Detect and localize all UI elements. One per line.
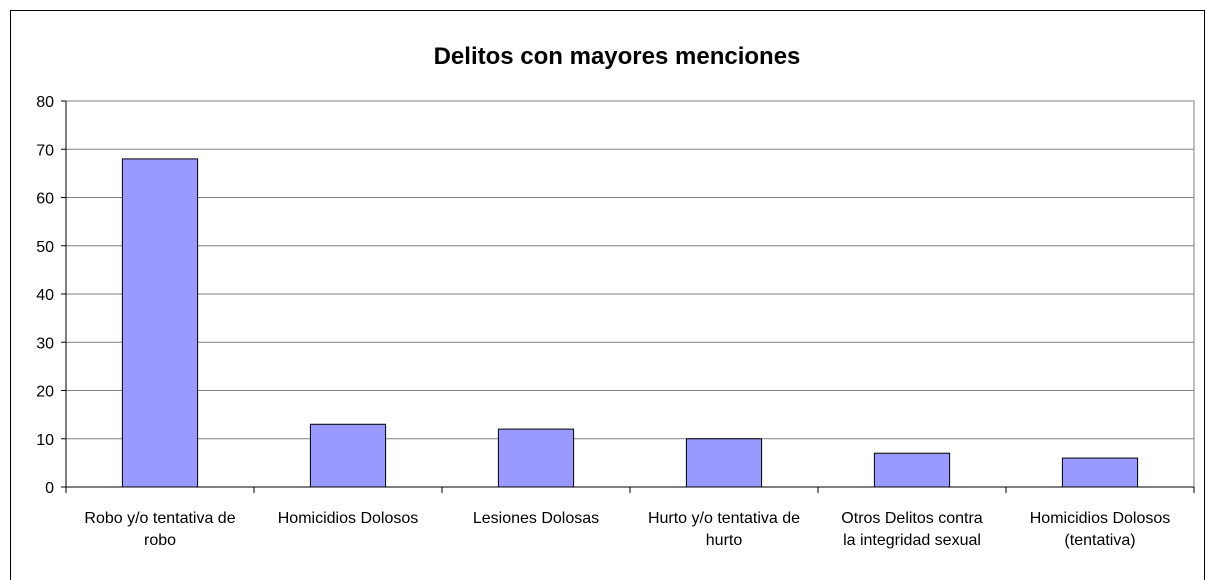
x-tick-label: (tentativa) xyxy=(1064,532,1135,549)
y-tick-label: 40 xyxy=(36,287,54,304)
y-tick-label: 0 xyxy=(45,480,54,497)
y-tick-label: 70 xyxy=(36,142,54,159)
y-tick-label: 30 xyxy=(36,335,54,352)
y-tick-label: 60 xyxy=(36,191,54,208)
x-tick-label: robo xyxy=(144,532,176,549)
x-tick-label: Hurto y/o tentativa de xyxy=(648,510,800,527)
y-tick-label: 80 xyxy=(36,94,54,111)
bar xyxy=(1061,457,1139,488)
x-tick-label: Robo y/o tentativa de xyxy=(84,510,235,527)
bar xyxy=(497,428,575,488)
x-tick-label: Homicidios Dolosos xyxy=(278,510,419,527)
y-tick-label: 50 xyxy=(36,239,54,256)
bar xyxy=(873,452,951,488)
x-tick-label: Otros Delitos contra xyxy=(841,510,982,527)
y-tick-label: 20 xyxy=(36,384,54,401)
chart-frame xyxy=(10,10,1205,580)
x-tick-label: Lesiones Dolosas xyxy=(473,510,599,527)
x-tick-label: hurto xyxy=(706,532,743,549)
y-tick-label: 10 xyxy=(36,432,54,449)
chart-title: Delitos con mayores menciones xyxy=(434,43,801,70)
x-tick-label: la integridad sexual xyxy=(843,532,981,549)
bar xyxy=(309,423,387,488)
x-tick-label: Homicidios Dolosos xyxy=(1030,510,1171,527)
bar xyxy=(121,158,199,488)
bar xyxy=(685,438,763,488)
plot-area: 0 10 20 30 40 50 60 70 80 Robo y/o tentativa de ro… xyxy=(36,94,1195,549)
